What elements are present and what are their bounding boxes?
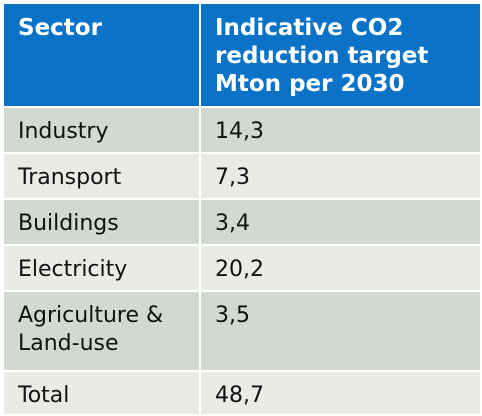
table-header-row: Sector Indicative CO2 reduction target M… (2, 2, 482, 108)
value-cell: 3,5 (199, 290, 482, 372)
value-cell: 3,4 (199, 198, 482, 246)
value-cell: 48,7 (199, 370, 482, 416)
value-cell: 7,3 (199, 152, 482, 200)
table-row: Industry 14,3 (2, 106, 482, 154)
sector-cell: Total (2, 370, 201, 416)
sector-cell: Buildings (2, 198, 201, 246)
sector-cell: Electricity (2, 244, 201, 292)
header-sector: Sector (2, 2, 201, 108)
sector-cell: Agriculture & Land-use (2, 290, 201, 372)
sector-cell: Industry (2, 106, 201, 154)
table-row: Buildings 3,4 (2, 198, 482, 246)
table-row: Transport 7,3 (2, 152, 482, 200)
table-row: Electricity 20,2 (2, 244, 482, 292)
header-target: Indicative CO2 reduction target Mton per… (199, 2, 482, 108)
table-row: Agriculture & Land-use 3,5 (2, 290, 482, 372)
sector-cell: Transport (2, 152, 201, 200)
value-cell: 20,2 (199, 244, 482, 292)
value-cell: 14,3 (199, 106, 482, 154)
table-row-total: Total 48,7 (2, 370, 482, 416)
